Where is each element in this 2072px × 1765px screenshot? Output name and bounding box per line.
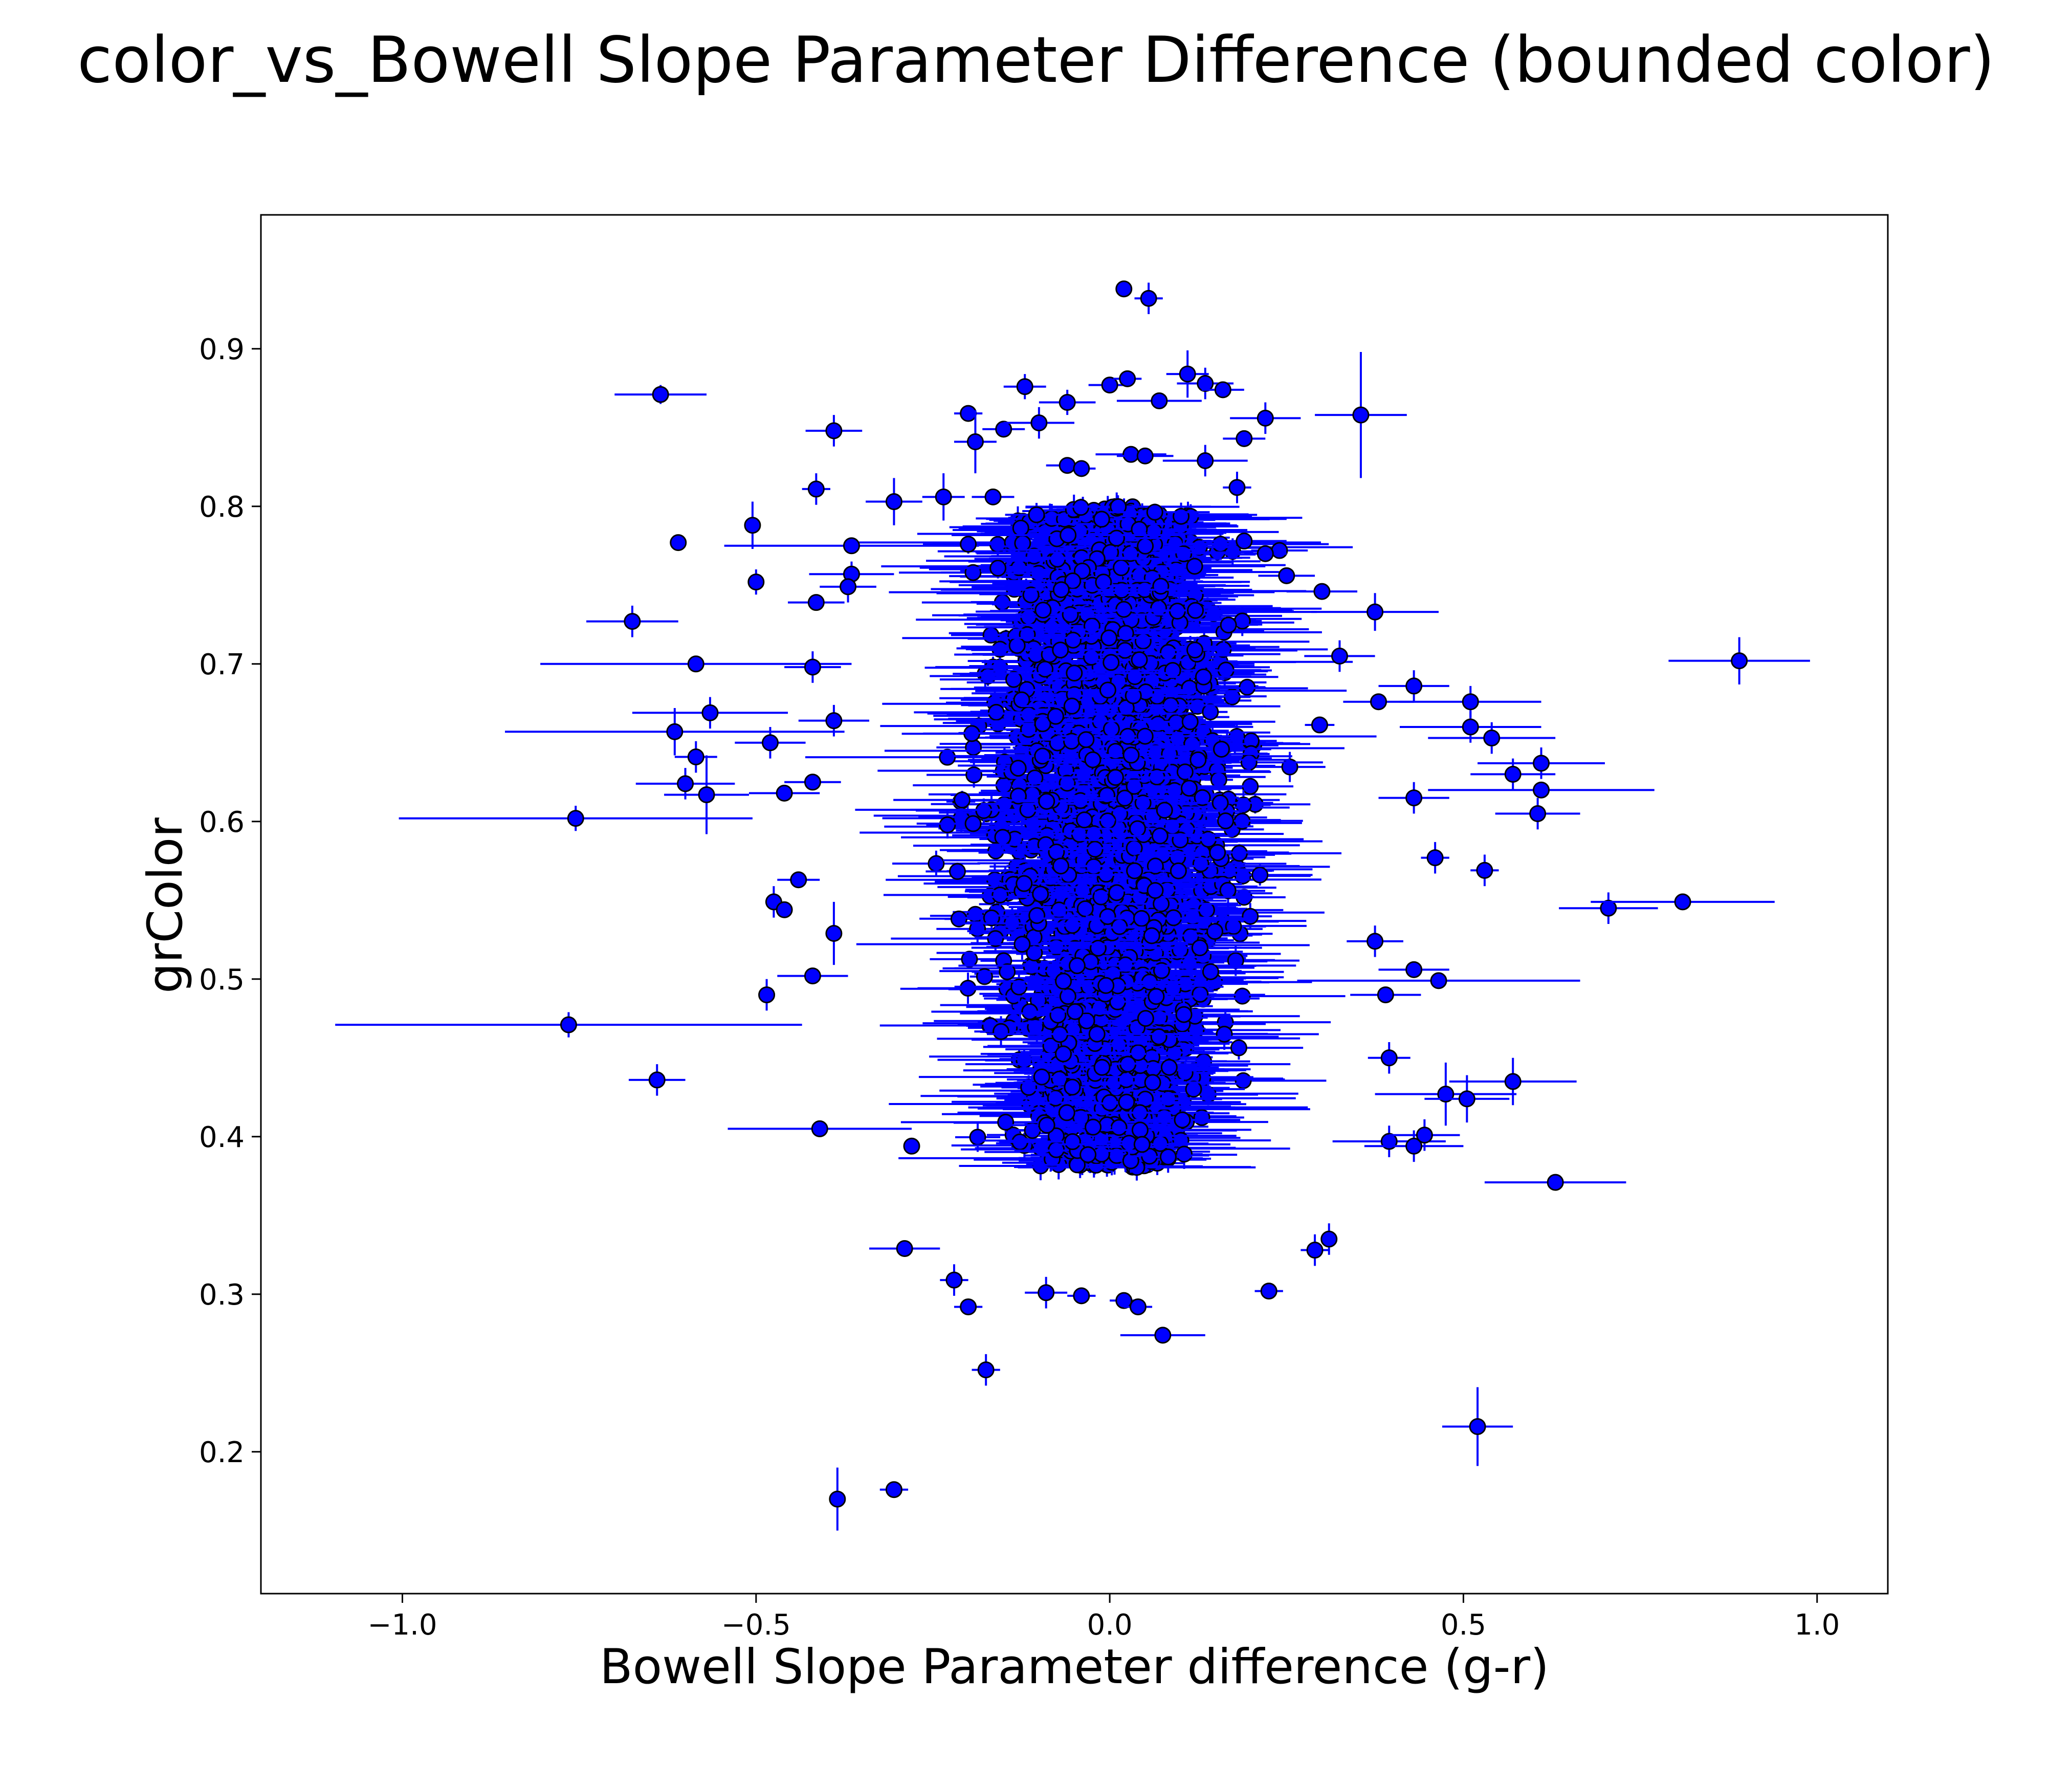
- data-marker: [928, 855, 945, 872]
- plot-marks: [335, 280, 1810, 1531]
- data-marker: [939, 748, 956, 766]
- data-marker: [969, 1129, 986, 1146]
- chart-title: color_vs_Bowell Slope Parameter Differen…: [77, 24, 1995, 97]
- data-point: [1172, 945, 1300, 976]
- data-marker: [965, 766, 983, 784]
- data-marker: [1233, 987, 1251, 1005]
- dense-cluster: [805, 492, 1377, 1181]
- data-marker: [1235, 1072, 1252, 1089]
